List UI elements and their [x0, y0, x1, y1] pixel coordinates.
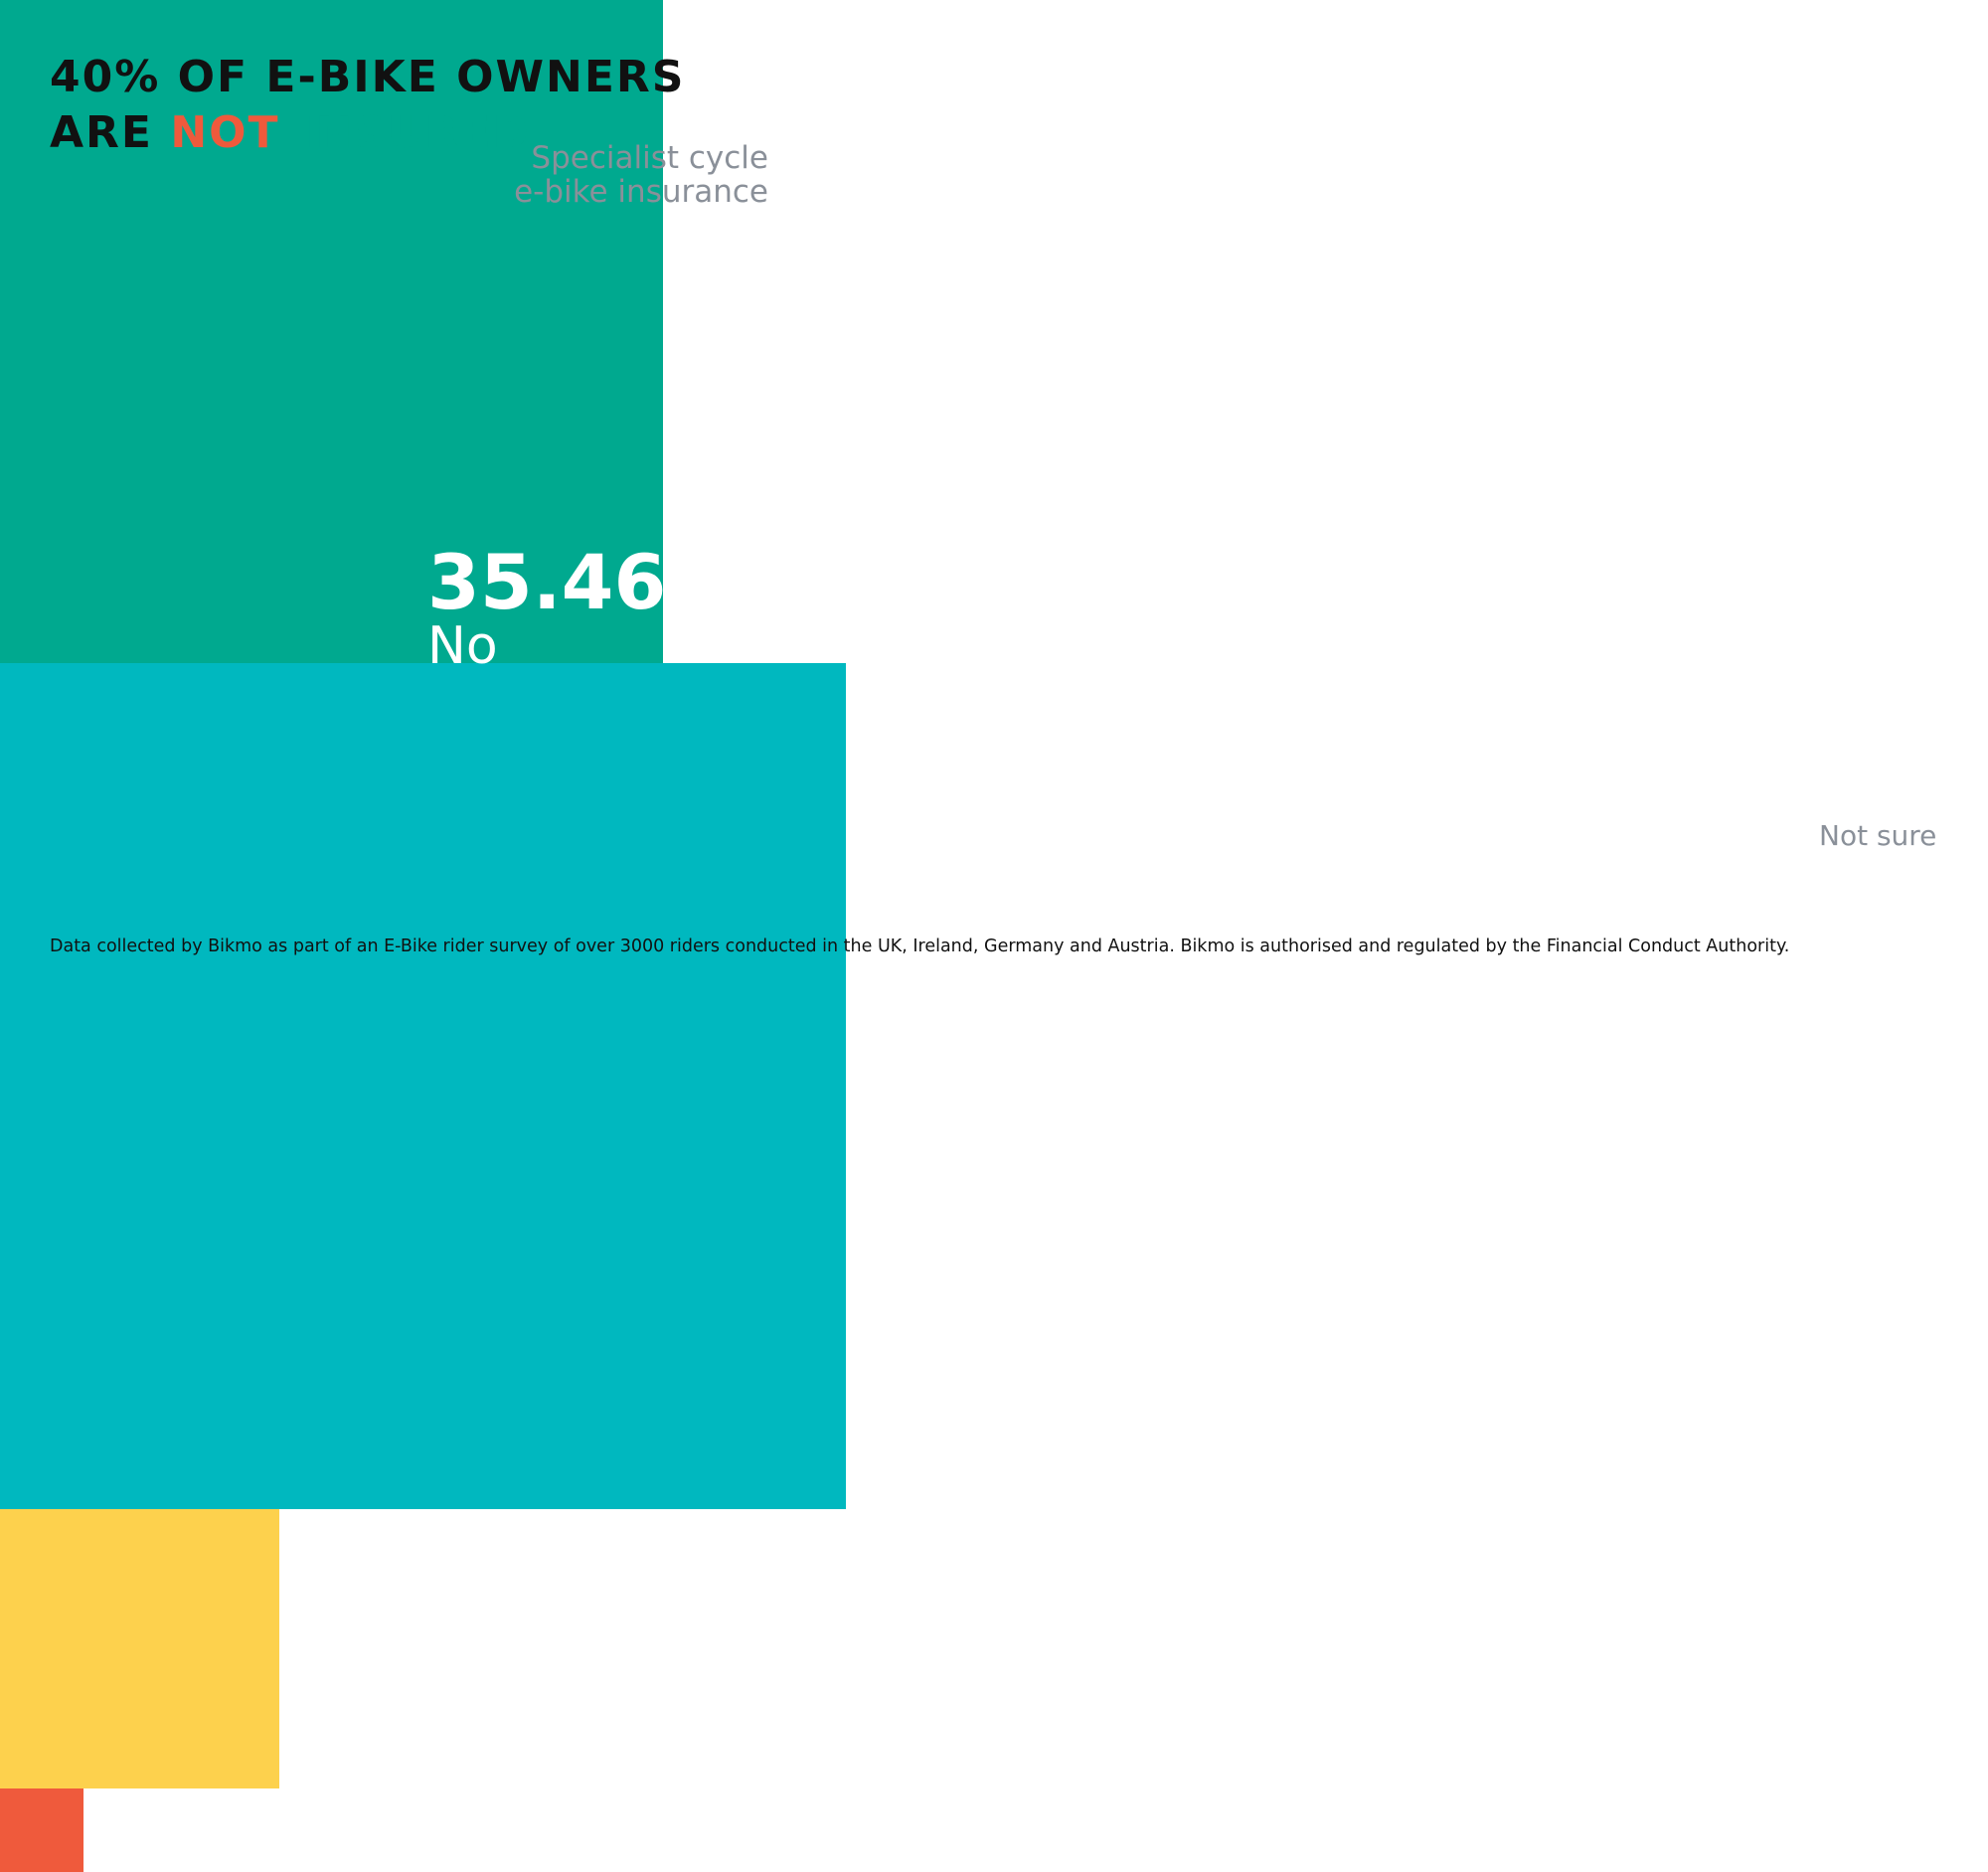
title: 40% OF E-BIKE OWNERS ARE NOT INSURED	[50, 50, 686, 161]
title-word: NOT	[170, 107, 280, 158]
category-label: Home insurance	[1347, 425, 1818, 492]
footnote: Data collected by Bikmo as part of an E-…	[50, 936, 1790, 956]
bubble	[0, 0, 663, 663]
category-label: No	[427, 616, 498, 676]
page: 40% OF E-BIKE OWNERS ARE NOT INSURED Dat…	[0, 0, 1937, 1872]
value-label: 4.48%	[1706, 824, 1797, 854]
title-word: INSURED	[296, 107, 531, 158]
title-line: 40% OF E-BIKE OWNERS	[50, 52, 686, 102]
value-label: 14.94%	[792, 146, 1059, 220]
title-word: ARE	[50, 107, 153, 158]
value-label: 35.46%	[427, 538, 743, 626]
bubble	[0, 1508, 279, 1788]
category-label: Specialist cycle e-bike insurance	[514, 140, 768, 211]
title-line: ARE NOT INSURED	[50, 105, 686, 161]
value-label: 45.28%	[1347, 341, 1704, 440]
category-label: Not sure	[1819, 819, 1937, 852]
bubble	[0, 662, 847, 1509]
bubble	[0, 1787, 84, 1872]
